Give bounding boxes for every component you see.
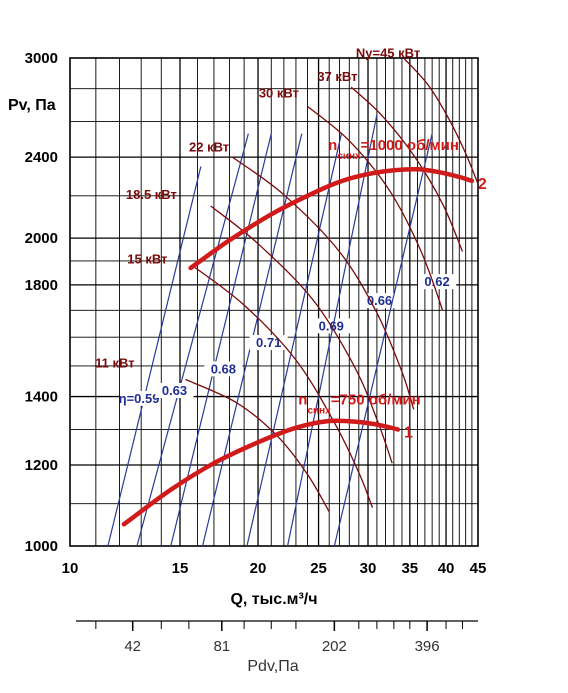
- power-label: 11 кВт: [95, 355, 134, 370]
- plot-grid: [69, 57, 479, 547]
- x-tick-label: 25: [310, 560, 327, 577]
- power-lines: 11 кВт 15 кВт 18.5 кВт 22 кВт 30 кВт 37 кВт Ny…: [95, 45, 479, 513]
- speed-label: nсинх=1000 об/мин: [328, 137, 459, 162]
- axes: 10 15 20 25 30 35 40 45 1000 1200 1400 1800 2000 2400…: [8, 50, 486, 608]
- efficiency-label-background: [360, 293, 399, 309]
- y-tick-label: 1800: [25, 277, 58, 294]
- efficiency-label: 0.66: [367, 293, 392, 308]
- y-axis-title: Pv, Па: [8, 97, 56, 114]
- power-label: 30 кВт: [259, 85, 299, 100]
- power-line: [210, 205, 393, 464]
- efficiency-label-background: [418, 274, 457, 290]
- power-line: [307, 105, 444, 311]
- speed-label-n: n: [298, 392, 307, 409]
- efficiency-line: [107, 166, 202, 547]
- x-tick-label: 35: [401, 560, 418, 577]
- efficiency-label: η=0.59: [119, 391, 160, 406]
- power-label: 18.5 кВт: [126, 187, 177, 202]
- speed-label-subscript: синх: [307, 406, 331, 417]
- y-tick-label: 1400: [25, 389, 58, 406]
- speed-label-n: n: [328, 137, 337, 154]
- speed-label-value: =1000 об/мин: [361, 137, 459, 154]
- power-line: [192, 265, 374, 508]
- speed-label: nсинх=750 об/мин: [298, 392, 420, 417]
- power-label: 37 кВт: [317, 69, 357, 84]
- y-tick-label: 3000: [25, 50, 58, 67]
- efficiency-label-background: [204, 361, 243, 377]
- power-label: 22 кВт: [189, 140, 229, 155]
- fan-curves: 12: [121, 166, 487, 527]
- power-label: 15 кВт: [127, 252, 167, 267]
- power-line: [350, 86, 464, 252]
- fan-curve-number: 2: [478, 176, 487, 193]
- y-tick-label: 2000: [25, 230, 58, 247]
- efficiency-line: [286, 114, 378, 547]
- x-tick-label: 40: [438, 560, 455, 577]
- pdv-axis: 42 81 202 396 Pdv,Па: [76, 620, 478, 675]
- pdv-axis-title: Pdv,Па: [247, 658, 298, 675]
- efficiency-label-background: [155, 382, 194, 398]
- x-tick-label: 45: [470, 560, 487, 577]
- fan-curve: [188, 166, 475, 271]
- fan-curve-number: 1: [404, 424, 413, 441]
- pdv-tick-label: 396: [415, 638, 440, 655]
- power-line: [403, 58, 479, 185]
- y-tick-label: 2400: [25, 149, 58, 166]
- plot-frame: [69, 57, 479, 547]
- speed-label-value: =750 об/мин: [331, 392, 421, 409]
- y-tick-label: 1000: [25, 538, 58, 555]
- fan-curve: [121, 418, 401, 527]
- efficiency-label: 0.71: [256, 335, 281, 350]
- efficiency-label: 0.62: [424, 274, 449, 289]
- efficiency-label-background: [120, 390, 159, 406]
- efficiency-lines: η=0.590.630.680.710.690.660.62: [107, 114, 457, 547]
- pdv-tick-label: 81: [213, 638, 230, 655]
- x-tick-label: 10: [62, 560, 79, 577]
- x-tick-label: 30: [360, 560, 377, 577]
- pdv-tick-label: 202: [322, 638, 347, 655]
- x-tick-label: 20: [250, 560, 267, 577]
- efficiency-label: 0.68: [211, 361, 236, 376]
- power-label: Ny=45 кВт: [356, 45, 420, 60]
- efficiency-label: 0.63: [162, 383, 187, 398]
- efficiency-line: [246, 133, 343, 547]
- efficiency-line: [136, 133, 249, 547]
- x-axis-title: Q, тыс.м³/ч: [230, 591, 317, 608]
- speed-label-subscript: синх: [337, 151, 361, 162]
- power-line: [232, 156, 415, 410]
- efficiency-line: [333, 133, 433, 547]
- x-tick-label: 15: [172, 560, 189, 577]
- pdv-tick-label: 42: [124, 638, 141, 655]
- y-tick-label: 1200: [25, 457, 58, 474]
